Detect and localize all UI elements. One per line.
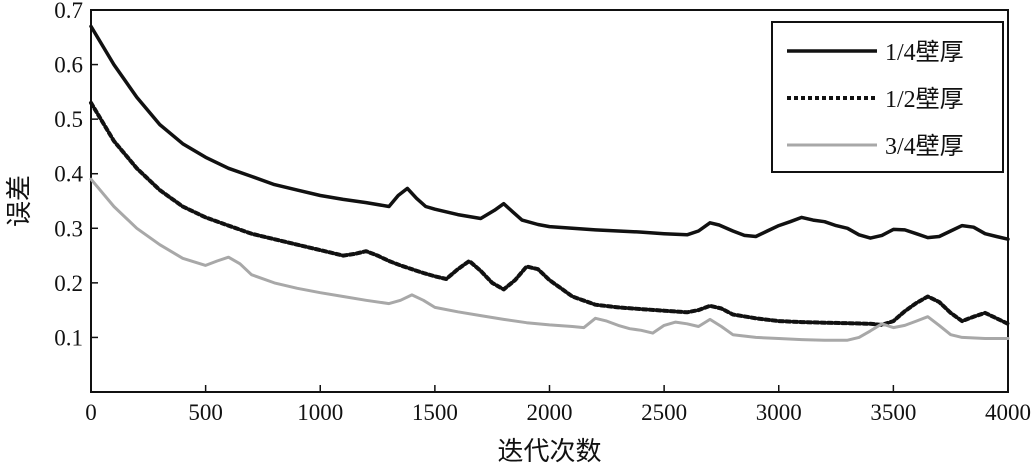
series-line-2 (89, 100, 1010, 327)
y-tick-label: 0.4 (54, 162, 83, 187)
x-tick-label: 2500 (641, 400, 687, 425)
x-tick-label: 0 (85, 400, 97, 425)
legend-label-3: 3/4壁厚 (885, 133, 964, 160)
x-tick-label: 4000 (985, 400, 1031, 425)
x-tick-label: 3000 (756, 400, 802, 425)
y-tick-label: 0.2 (54, 271, 83, 296)
series-line-3 (89, 177, 1010, 342)
x-tick-label: 2000 (527, 400, 573, 425)
y-axis-title: 误差 (5, 175, 35, 227)
y-tick-label: 0.3 (54, 216, 83, 241)
y-tick-label: 0.1 (54, 325, 83, 350)
x-tick-label: 1000 (297, 400, 343, 425)
legend: 1/4壁厚 1/2壁厚 3/4壁厚 (771, 21, 1004, 173)
y-tick-label: 0.6 (54, 53, 83, 78)
y-tick-label: 0.7 (54, 0, 83, 23)
x-tick-label: 500 (188, 400, 223, 425)
y-tick-label: 0.5 (54, 107, 83, 132)
legend-label-2: 1/2壁厚 (885, 86, 964, 113)
legend-label-1: 1/4壁厚 (885, 39, 964, 66)
x-axis-title: 迭代次数 (497, 437, 601, 465)
x-tick-label: 1500 (412, 400, 458, 425)
series-line-1 (89, 24, 1010, 241)
axes: 0 500 1000 1500 2000 2500 3000 3500 4000 0.1 0.2 0.… (5, 0, 1031, 465)
series-lines (89, 24, 1010, 342)
x-tick-label: 3500 (870, 400, 916, 425)
